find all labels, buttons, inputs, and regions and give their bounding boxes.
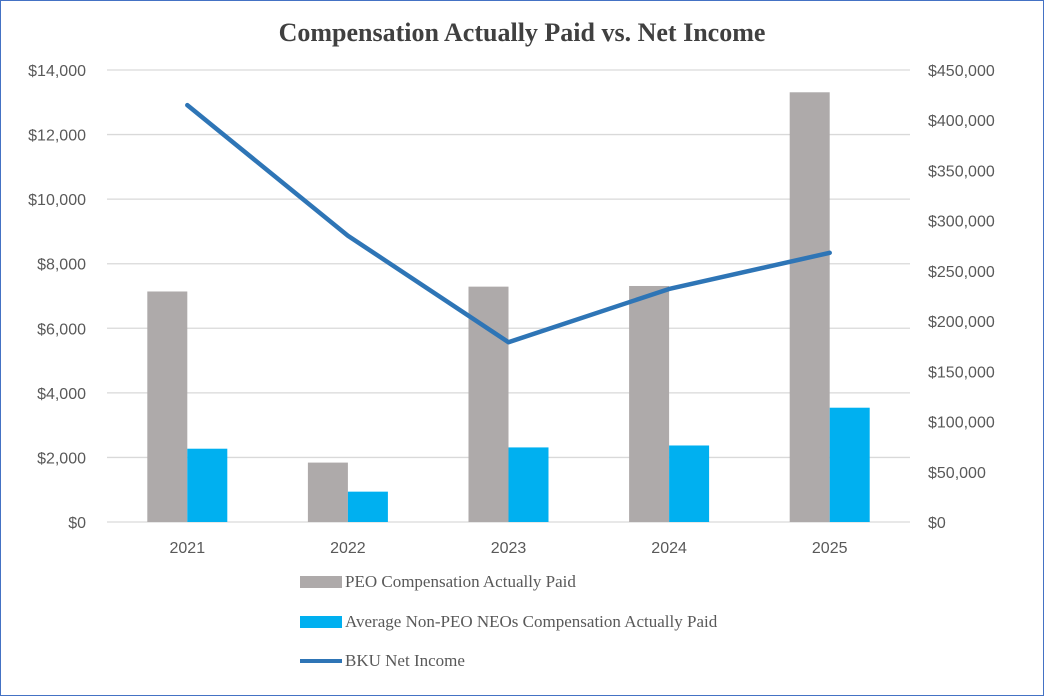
legend-label-net-income: BKU Net Income	[345, 651, 465, 670]
y-left-tick-label: $12,000	[28, 128, 86, 145]
legend-swatch-non-peo	[300, 616, 342, 628]
line-net-income	[185, 102, 832, 345]
y-left-tick-label: $14,000	[28, 63, 86, 80]
y-right-tick-label: $250,000	[928, 264, 995, 281]
legend-swatch-peo	[300, 576, 342, 588]
y-right-tick-label: $400,000	[928, 113, 995, 130]
legend-label-non-peo: Average Non-PEO NEOs Compensation Actual…	[345, 612, 718, 631]
y-right-tick-label: $100,000	[928, 415, 995, 432]
bar-peo	[307, 462, 348, 522]
y-left-tick-label: $2,000	[37, 450, 86, 467]
y-left-tick-label: $4,000	[37, 386, 86, 403]
y-left-tick-label: $10,000	[28, 192, 86, 209]
y-left-tick-label: $0	[68, 515, 86, 532]
y-left-tick-label: $6,000	[37, 321, 86, 338]
bar-peo	[789, 92, 830, 522]
bar-non-peo	[669, 445, 710, 522]
bar-non-peo	[187, 448, 228, 522]
bar-non-peo	[347, 491, 388, 522]
y-right-tick-label: $300,000	[928, 214, 995, 231]
y-left-tick-label: $8,000	[37, 257, 86, 274]
bar-peo	[629, 285, 670, 522]
bar-peo	[147, 291, 188, 522]
y-right-tick-label: $150,000	[928, 364, 995, 381]
x-tick-label: 2024	[651, 540, 687, 557]
x-tick-label: 2022	[330, 540, 366, 557]
x-tick-label: 2021	[170, 540, 206, 557]
y-right-tick-label: $350,000	[928, 163, 995, 180]
x-tick-label: 2025	[812, 540, 848, 557]
y-right-tick-label: $0	[928, 515, 946, 532]
y-right-tick-label: $50,000	[928, 465, 986, 482]
bar-non-peo	[508, 447, 549, 522]
bar-non-peo	[829, 407, 870, 522]
legend-label-peo: PEO Compensation Actually Paid	[345, 572, 576, 591]
x-tick-label: 2023	[491, 540, 527, 557]
chart-title: Compensation Actually Paid vs. Net Incom…	[278, 18, 766, 47]
y-right-tick-label: $450,000	[928, 63, 995, 80]
legend-swatch-net-income	[300, 659, 342, 663]
y-right-tick-label: $200,000	[928, 314, 995, 331]
bar-peo	[468, 286, 509, 522]
